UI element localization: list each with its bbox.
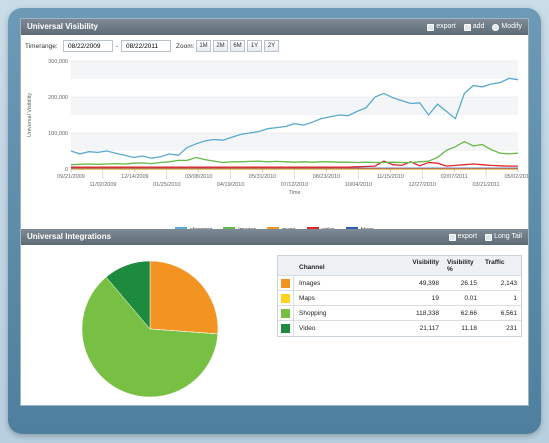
pie-slice-video[interactable] [105, 260, 151, 330]
date-to-input[interactable] [121, 40, 171, 52]
modify-button[interactable]: Modify [492, 19, 522, 35]
x-tick-label: 10/04/2010 [345, 182, 373, 188]
table-row[interactable]: Video 21,117 11.18 231 [278, 321, 521, 336]
visibility-panel-header: Universal Visibility export add Modify [21, 19, 528, 35]
visibility-pct-value: 62.66 [460, 309, 477, 317]
grid-band [71, 151, 518, 169]
x-tick-label: 02/07/2011 [441, 174, 468, 180]
channel-color-swatch [281, 308, 290, 318]
x-tick-label: 12/27/2010 [408, 182, 436, 188]
traffic-value: 6,561 [500, 309, 517, 317]
series-line-shopping[interactable] [70, 77, 519, 159]
x-tick-label: 11/02/2009 [89, 182, 116, 188]
long-tail-button[interactable]: Long Tail [485, 229, 522, 245]
zoom-label: Zoom: [176, 43, 195, 50]
add-button[interactable]: add [463, 19, 484, 35]
column-header-visibility[interactable]: Visibility [412, 259, 439, 266]
zoom-1y-button[interactable]: 1Y [247, 40, 262, 52]
visibility-value: 118,338 [415, 309, 439, 317]
traffic-value: 1 [513, 294, 517, 302]
x-tick-label: 04/19/2010 [217, 182, 245, 188]
series-line-video[interactable] [71, 160, 518, 168]
long-tail-icon [485, 233, 493, 241]
grid-band [71, 61, 518, 79]
x-tick-label: 01/25/2010 [153, 182, 181, 188]
x-tick-label: 03/21/2011 [473, 182, 500, 188]
column-header-channel[interactable]: Channel [299, 263, 325, 271]
zoom-1m-button[interactable]: 1M [196, 40, 211, 52]
dashboard: Universal Visibility export add Modify T… [20, 18, 532, 406]
y-tick-label: 200,000 [48, 95, 68, 101]
add-icon [463, 23, 471, 31]
x-tick-label: 05/02/2011 [504, 174, 530, 180]
export-button[interactable]: export [448, 229, 477, 245]
y-tick-label: 0 [65, 167, 68, 173]
date-from-input[interactable] [63, 40, 113, 52]
x-tick-label: 11/15/2010 [377, 174, 404, 180]
grid-band [71, 79, 518, 97]
channel-color-swatch [281, 278, 290, 288]
x-tick-label: 12/14/2009 [121, 174, 149, 180]
panel-actions: export Long Tail [448, 229, 522, 245]
zoom-2y-button[interactable]: 2Y [264, 40, 279, 52]
y-axis-label: Universal Visibility [27, 93, 33, 137]
pie-slice-shopping[interactable] [81, 276, 219, 398]
table-row[interactable]: Maps 19 0.01 1 [278, 291, 521, 306]
traffic-value: 231 [506, 325, 517, 332]
visibility-value: 49,398 [419, 279, 439, 287]
date-separator: - [116, 43, 119, 50]
series-line-images[interactable] [70, 140, 519, 166]
timerange-label: Timerange: [25, 43, 58, 50]
traffic-value: 2,143 [500, 279, 517, 287]
line-chart: 0 100,000 200,000 300,000 Universal Visibili… [21, 57, 532, 225]
x-tick-label: 07/12/2010 [281, 182, 309, 188]
line-chart-svg: 0 100,000 200,000 300,000 Universal Visibili… [27, 59, 532, 196]
zoom-2m-button[interactable]: 2M [213, 40, 228, 52]
panel-title: Universal Visibility [27, 22, 98, 31]
export-icon [427, 23, 435, 31]
column-header-traffic[interactable]: Traffic [485, 259, 505, 266]
channel-name: Shopping [299, 309, 327, 317]
channel-color-swatch [281, 324, 290, 333]
channel-name: Images [299, 279, 321, 287]
visibility-value: 21,117 [419, 325, 439, 332]
x-tick-label: 09/21/2009 [57, 174, 85, 180]
panel-actions: export add Modify [427, 19, 522, 35]
visibility-pct-value: 26.15 [460, 279, 477, 287]
export-button[interactable]: export [427, 19, 456, 35]
pie-slice-images[interactable] [149, 260, 219, 335]
table-header: Channel Visibility Visibility % Traffic [278, 256, 521, 276]
visibility-pct-value: 0.01 [464, 294, 477, 302]
table-row[interactable]: Images 49,398 26.15 2,143 [278, 276, 521, 291]
visibility-value: 19 [431, 294, 439, 302]
chart-controls: Timerange: - Zoom: 1M 2M 6M 1Y 2Y [21, 39, 528, 55]
channel-table: Channel Visibility Visibility % Traffic … [277, 255, 522, 337]
channel-name: Video [299, 325, 316, 332]
y-tick-label: 100,000 [48, 131, 68, 137]
channel-color-swatch [281, 293, 290, 303]
export-icon [448, 233, 456, 241]
modify-icon [492, 23, 500, 31]
x-tick-label: 05/31/2010 [249, 174, 277, 180]
column-header-visibility-pct[interactable]: Visibility % [447, 259, 474, 273]
grid-band [71, 97, 518, 115]
y-tick-label: 300,000 [48, 59, 68, 65]
x-tick-label: 03/08/2010 [185, 174, 213, 180]
visibility-pct-value: 11.18 [461, 325, 477, 332]
panel-title: Universal Integrations [27, 232, 112, 241]
table-row[interactable]: Shopping 118,338 62.66 6,561 [278, 306, 521, 321]
x-axis-label: Time [288, 190, 300, 196]
grid-band [71, 133, 518, 151]
pie-chart [81, 260, 219, 398]
x-tick-label: 08/23/2010 [313, 174, 341, 180]
integrations-panel-header: Universal Integrations export Long Tail [21, 229, 528, 245]
channel-name: Maps [299, 294, 315, 302]
zoom-6m-button[interactable]: 6M [230, 40, 245, 52]
